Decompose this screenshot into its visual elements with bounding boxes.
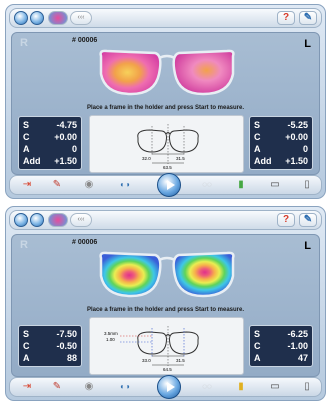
sphere-label: S [23,120,30,130]
right-add-value: +1.50 [54,156,77,166]
exit-icon[interactable]: ⇥ [22,381,32,392]
right-lens-values: S -7.50 C -0.50 A 88 [18,325,82,367]
pd-left-text: 31.5 [176,156,185,161]
left-lens-values: S -5.25 C +0.00 A 0 Add +1.50 [249,116,313,170]
print-icon[interactable]: ▭ [270,381,280,392]
top-toolbar: ‹‹‹ ? ✎ [9,210,322,230]
right-side-label: R [20,37,28,49]
glasses-mode-icon[interactable] [14,11,28,25]
cylinder-label: C [254,341,261,351]
compare-icon[interactable]: ◌◌ [202,382,212,391]
bifocal-mode-icon[interactable]: ◐◑ [120,382,130,391]
left-lens-values: S -6.25 C -1.00 A 47 [249,325,313,367]
measurement-area: R # 00006 L Place a frame in the holder … [11,32,320,175]
start-button[interactable] [157,173,181,197]
right-axis-value: 88 [66,353,77,363]
sphere-label: S [23,329,30,339]
left-side-label: L [304,240,311,252]
right-side-label: R [20,239,28,251]
settings-wrench-icon[interactable]: ✎ [299,213,317,227]
bottom-toolbar: ⇥ ✎ ◉ ◐◑ ◌◌ ▮ ▭ ▯ [9,375,322,399]
single-lens-icon[interactable] [30,11,44,25]
lensmeter-screen-2: ‹‹‹ ? ✎ R # 00006 L [5,206,326,401]
help-button[interactable]: ? [277,11,295,25]
axis-label: A [23,353,30,363]
add-label: Add [254,156,272,166]
lens-type-icon[interactable]: ◉ [84,179,94,190]
cylinder-label: C [23,132,30,142]
instruction-text: Place a frame in the holder and press St… [86,105,245,111]
pd-total-text: 63.5 [163,165,172,170]
print-icon[interactable]: ▭ [270,179,280,190]
height-label: 3.5mm [104,331,118,336]
power-map-glasses [99,49,235,96]
memory-card-icon[interactable]: ▯ [304,381,310,392]
right-axis-value: 0 [71,144,77,154]
history-icon[interactable]: ‹‹‹ [70,11,92,25]
job-number: # 00006 [72,239,98,246]
single-lens-icon[interactable] [30,213,44,227]
right-sphere-value: -4.75 [56,120,77,130]
compare-icon[interactable]: ◌◌ [202,180,212,189]
memory-card-icon[interactable]: ▯ [304,179,310,190]
pd-right-text: 32.0 [142,156,151,161]
right-sphere-value: -7.50 [56,329,77,339]
pd-right-text: 33.0 [142,358,151,363]
sphere-label: S [254,329,261,339]
history-icon[interactable]: ‹‹‹ [70,213,92,227]
yellow-lens-icon[interactable]: ▮ [238,381,244,392]
green-lens-icon[interactable]: ▮ [238,179,244,190]
color-map-icon[interactable] [48,213,68,227]
power-map-glasses [99,251,235,298]
axis-label: A [254,144,261,154]
axis-label: A [254,353,261,363]
exit-icon[interactable]: ⇥ [22,179,32,190]
cylinder-label: C [254,132,261,142]
pd-left-text: 31.5 [176,358,185,363]
bifocal-mode-icon[interactable]: ◐◑ [120,180,130,189]
measurement-area: R # 00006 L Place [11,234,320,377]
sphere-label: S [254,120,261,130]
right-cylinder-value: +0.00 [54,132,77,142]
left-side-label: L [304,38,311,50]
color-map-icon[interactable] [48,11,68,25]
left-cylinder-value: -1.00 [287,341,308,351]
pd-total-text: 64.5 [163,367,172,372]
left-sphere-value: -6.25 [287,329,308,339]
prism-label: 1.00 [106,337,115,342]
help-button[interactable]: ? [277,213,295,227]
top-toolbar: ‹‹‹ ? ✎ [9,8,322,28]
lensmeter-screen-1: ‹‹‹ ? ✎ R # 00006 L Place a frame in the… [5,4,326,199]
pd-diagram: 32.0 31.5 63.5 [89,115,244,173]
pd-diagram: 3.5mm 1.00 33.0 31.5 64.5 [89,317,244,375]
glasses-mode-icon[interactable] [14,213,28,227]
cylinder-label: C [23,341,30,351]
left-cylinder-value: +0.00 [285,132,308,142]
job-number: # 00006 [72,37,98,44]
eraser-icon[interactable]: ✎ [52,381,62,392]
add-label: Add [23,156,41,166]
instruction-text: Place a frame in the holder and press St… [86,307,245,313]
left-add-value: +1.50 [285,156,308,166]
eraser-icon[interactable]: ✎ [52,179,62,190]
start-button[interactable] [157,375,181,399]
lens-type-icon[interactable]: ◉ [84,381,94,392]
left-sphere-value: -5.25 [287,120,308,130]
left-axis-value: 0 [302,144,308,154]
right-lens-values: S -4.75 C +0.00 A 0 Add +1.50 [18,116,82,170]
left-axis-value: 47 [297,353,308,363]
bottom-toolbar: ⇥ ✎ ◉ ◐◑ ◌◌ ▮ ▭ ▯ [9,173,322,197]
axis-label: A [23,144,30,154]
right-cylinder-value: -0.50 [56,341,77,351]
settings-wrench-icon[interactable]: ✎ [299,11,317,25]
